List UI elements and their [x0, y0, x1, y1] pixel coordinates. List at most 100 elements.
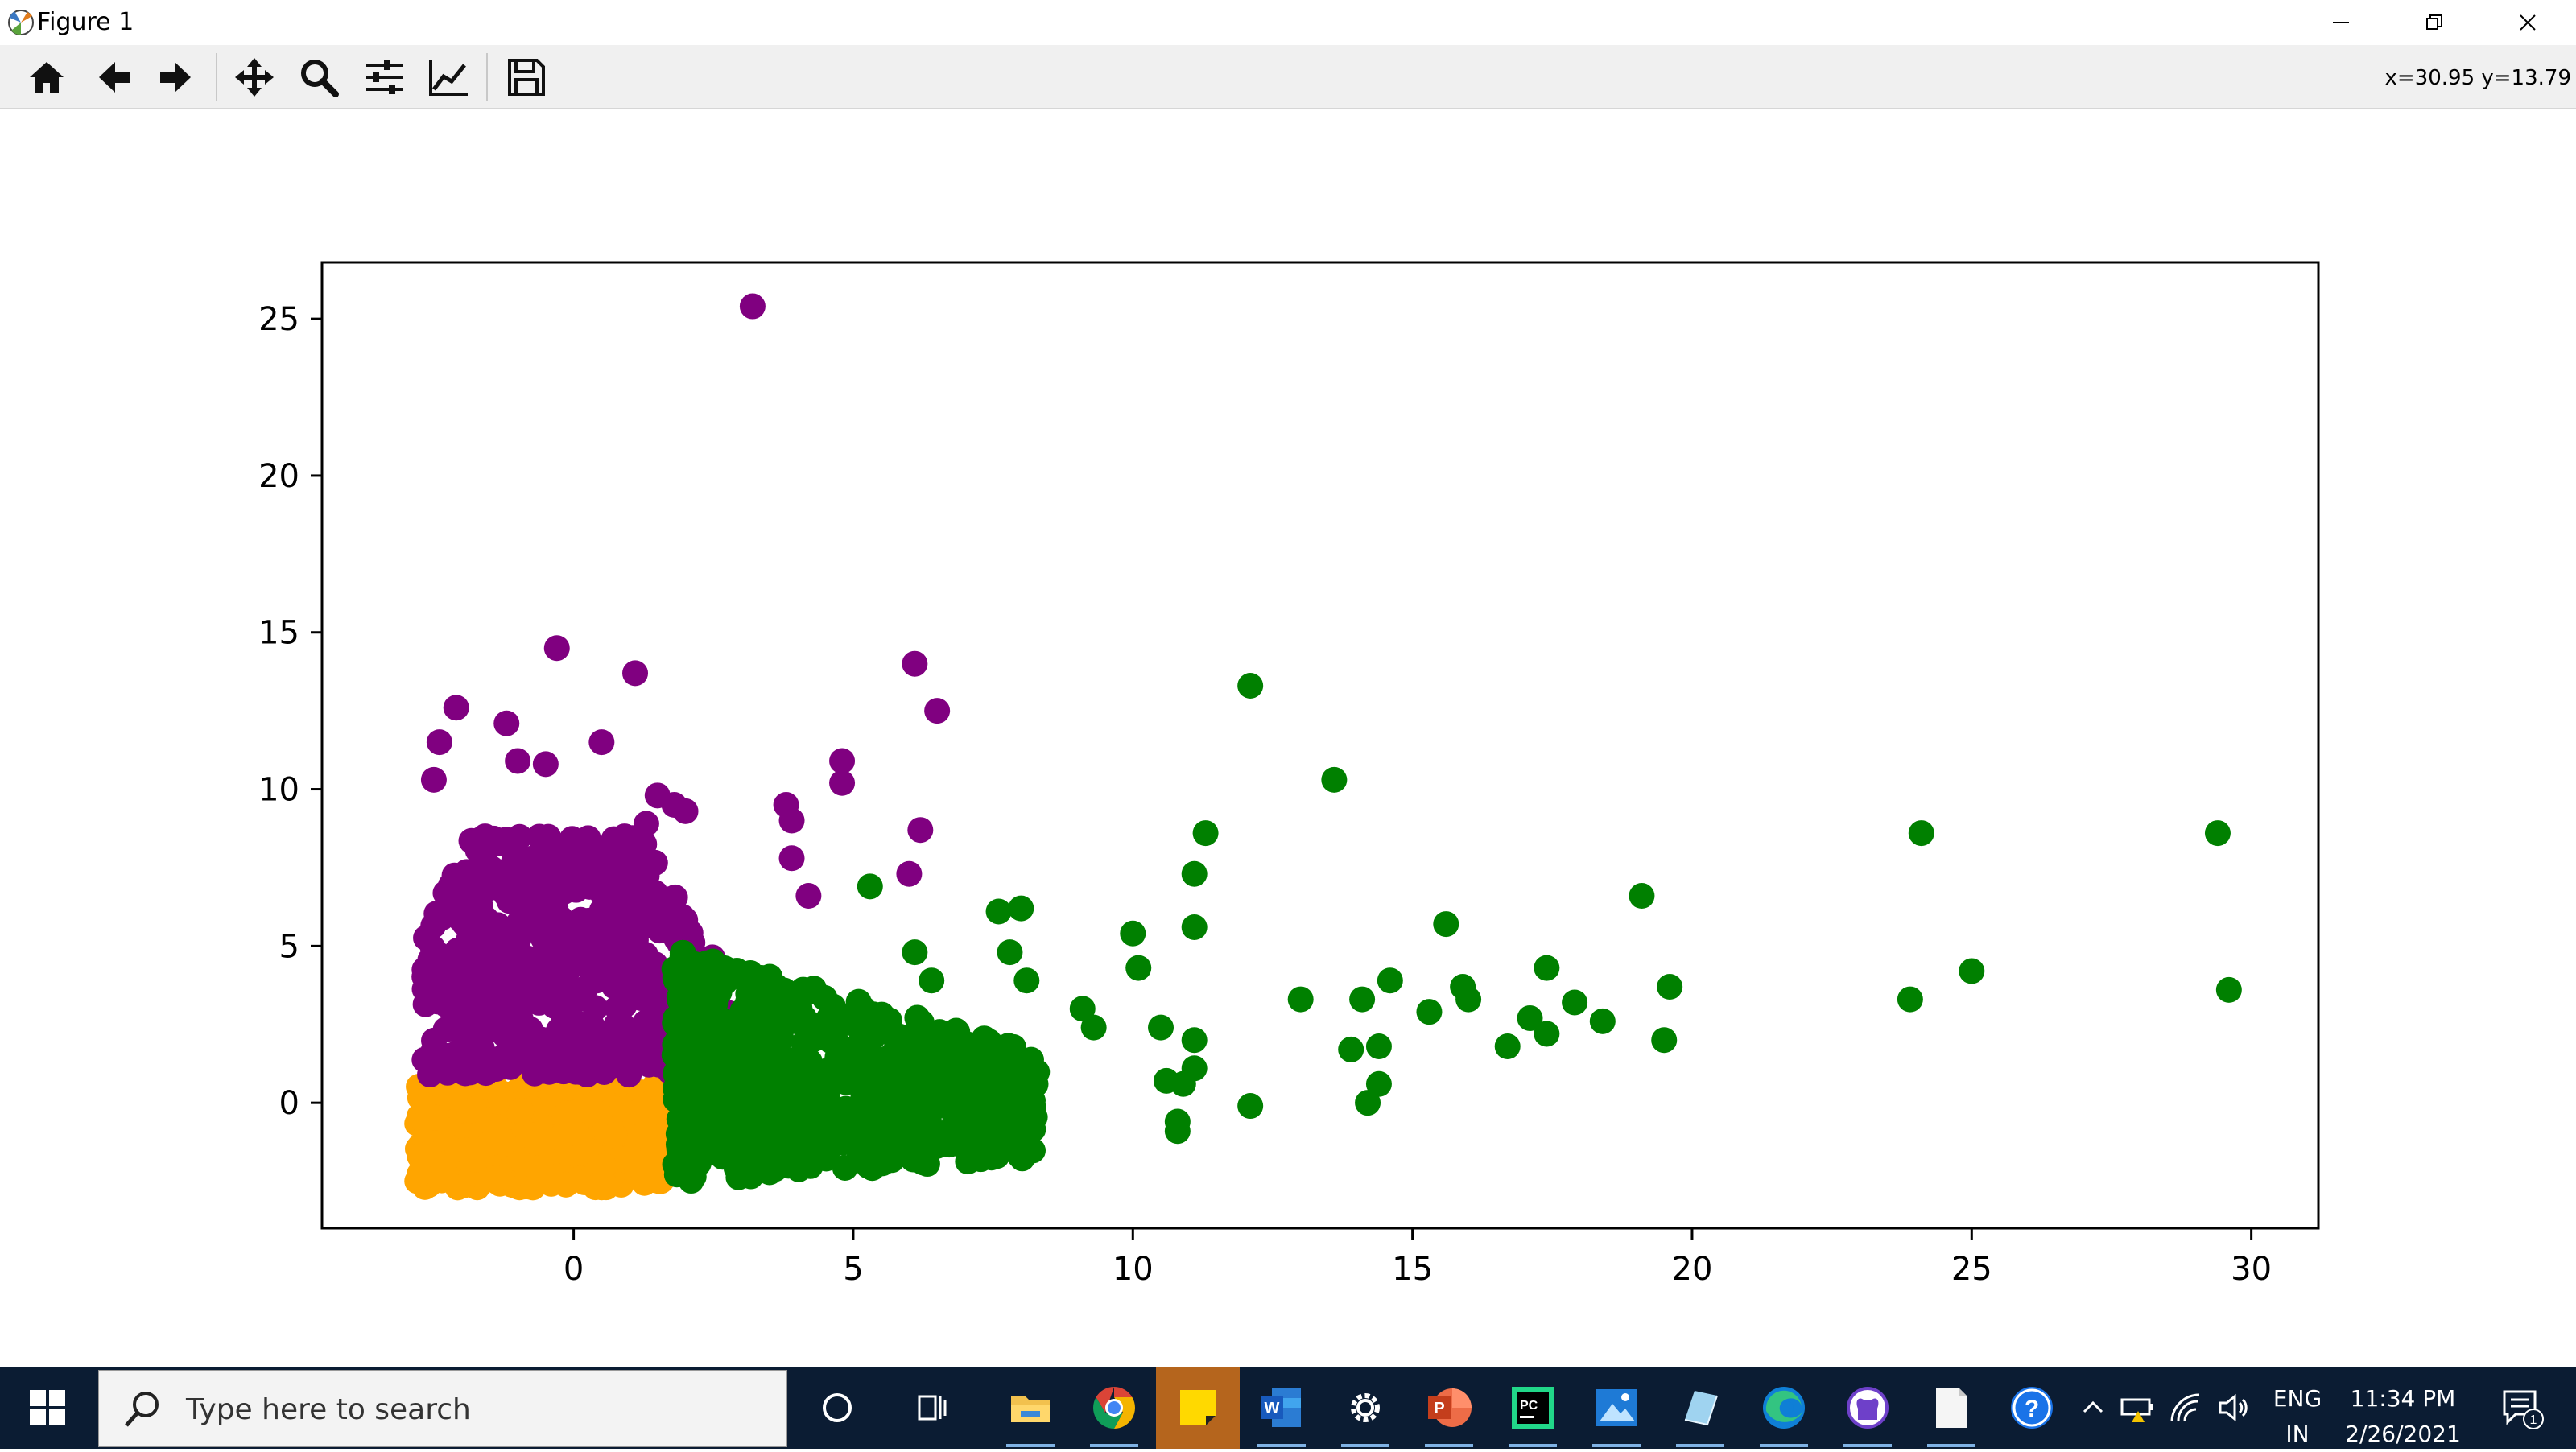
- data-point-green: [1009, 1132, 1036, 1159]
- data-point-purple: [599, 1048, 625, 1075]
- data-point-green: [1562, 989, 1588, 1016]
- search-icon: [125, 1392, 159, 1427]
- data-point-purple: [829, 748, 856, 774]
- minimize-button[interactable]: [2294, 0, 2388, 45]
- data-point-green: [855, 1153, 881, 1179]
- data-point-green: [2204, 820, 2231, 847]
- data-point-orange: [576, 1098, 602, 1124]
- scatter-chart: 0 5 10 15 20 25 30 0 5 10 15 20 25: [258, 261, 2320, 1288]
- taskbar-settings[interactable]: [1323, 1367, 1407, 1449]
- data-point-purple: [478, 1013, 505, 1039]
- battery-tray[interactable]: [2116, 1367, 2161, 1449]
- data-point-green: [1629, 883, 1655, 910]
- data-point-purple: [493, 710, 520, 736]
- close-button[interactable]: [2481, 0, 2574, 45]
- pan-button[interactable]: [230, 53, 279, 101]
- taskbar-paint3d[interactable]: [1658, 1367, 1742, 1449]
- data-point-orange: [460, 1096, 487, 1123]
- settings-icon: [1351, 1393, 1380, 1422]
- taskbar-file-explorer[interactable]: [989, 1367, 1072, 1449]
- taskbar-search-box[interactable]: Type here to search: [98, 1370, 787, 1447]
- data-point-green: [995, 1033, 1022, 1059]
- word-icon: W: [1261, 1388, 1301, 1427]
- data-point-purple: [902, 650, 928, 677]
- back-button[interactable]: [89, 53, 137, 101]
- data-point-purple: [498, 1027, 525, 1054]
- data-point-green: [1959, 958, 1985, 984]
- cortana-button[interactable]: [795, 1367, 879, 1449]
- data-point-green: [714, 1136, 741, 1162]
- github-icon: [1847, 1387, 1889, 1429]
- input-language-indicator[interactable]: ENG IN: [2259, 1381, 2336, 1452]
- powerpoint-icon: P: [1428, 1388, 1472, 1427]
- home-button[interactable]: [23, 53, 71, 101]
- data-point-green: [1534, 955, 1560, 981]
- data-point-green: [1080, 1014, 1107, 1041]
- data-point-purple: [441, 987, 468, 1013]
- restore-button[interactable]: [2388, 0, 2481, 45]
- data-point-purple: [632, 1030, 658, 1057]
- toolbar-separator: [486, 53, 488, 101]
- data-point-orange: [477, 1131, 503, 1157]
- data-point-purple: [486, 934, 513, 961]
- y-tick-label: 20: [258, 458, 299, 495]
- configure-subplots-button[interactable]: [361, 53, 409, 101]
- file-explorer-icon: [1011, 1396, 1050, 1422]
- data-point-green: [853, 1099, 880, 1125]
- wifi-tray[interactable]: [2164, 1367, 2209, 1449]
- pan-move-icon: [235, 58, 274, 97]
- taskbar-powerpoint[interactable]: P: [1407, 1367, 1491, 1449]
- zoom-button[interactable]: [295, 53, 343, 101]
- data-point-green: [857, 873, 883, 900]
- taskbar-github[interactable]: [1826, 1367, 1909, 1449]
- restore-icon: [2426, 14, 2442, 30]
- forward-button[interactable]: [153, 53, 201, 101]
- data-point-orange: [640, 1135, 667, 1161]
- data-point-green: [1013, 967, 1040, 994]
- start-button[interactable]: [0, 1367, 95, 1449]
- forward-arrow-icon: [160, 62, 191, 93]
- taskbar-edge[interactable]: [1742, 1367, 1826, 1449]
- show-hidden-icons-button[interactable]: [2074, 1367, 2112, 1449]
- edge-icon: [1763, 1387, 1805, 1429]
- data-point-purple: [551, 1009, 577, 1035]
- system-clock[interactable]: 11:34 PM 2/26/2021: [2336, 1381, 2470, 1452]
- taskbar-pycharm[interactable]: PC: [1491, 1367, 1575, 1449]
- data-point-green: [766, 996, 792, 1022]
- data-point-green: [1237, 672, 1264, 699]
- figure-canvas[interactable]: 0 5 10 15 20 25 30 0 5 10 15 20 25: [0, 109, 2576, 1367]
- navigation-toolbar: x=30.95 y=13.79: [0, 45, 2576, 109]
- data-point-green: [1908, 820, 1934, 847]
- clock-time: 11:34 PM: [2350, 1385, 2456, 1412]
- data-point-green: [1005, 1087, 1031, 1113]
- data-point-purple: [539, 880, 566, 906]
- data-point-green: [899, 1136, 926, 1163]
- minimize-icon: [2333, 22, 2349, 23]
- data-point-orange: [601, 1122, 628, 1149]
- taskbar-photos[interactable]: [1575, 1367, 1658, 1449]
- task-view-button[interactable]: [892, 1367, 976, 1449]
- taskbar-help[interactable]: ?: [1990, 1367, 2074, 1449]
- taskbar-notepad[interactable]: [1909, 1367, 1993, 1449]
- taskbar-sticky-notes[interactable]: [1156, 1367, 1240, 1449]
- volume-tray[interactable]: [2212, 1367, 2257, 1449]
- data-point-purple: [924, 698, 951, 724]
- data-point-green: [1365, 1033, 1392, 1060]
- save-button[interactable]: [502, 53, 551, 101]
- edit-axis-button[interactable]: [425, 53, 473, 101]
- window-titlebar: Figure 1: [0, 0, 2576, 45]
- taskbar-chrome[interactable]: [1072, 1367, 1156, 1449]
- action-center-button[interactable]: 1: [2486, 1367, 2558, 1449]
- home-icon: [30, 62, 64, 93]
- data-point-green: [996, 1111, 1022, 1137]
- data-point-green: [906, 1094, 932, 1120]
- data-point-green: [1349, 986, 1376, 1013]
- data-point-purple: [451, 910, 477, 937]
- data-point-green: [702, 979, 729, 1005]
- data-point-purple: [532, 751, 559, 778]
- data-point-purple: [588, 729, 615, 756]
- data-point-green: [968, 1128, 994, 1154]
- data-point-purple: [555, 937, 581, 963]
- taskbar-word[interactable]: W: [1240, 1367, 1323, 1449]
- sticky-notes-icon: [1180, 1390, 1216, 1425]
